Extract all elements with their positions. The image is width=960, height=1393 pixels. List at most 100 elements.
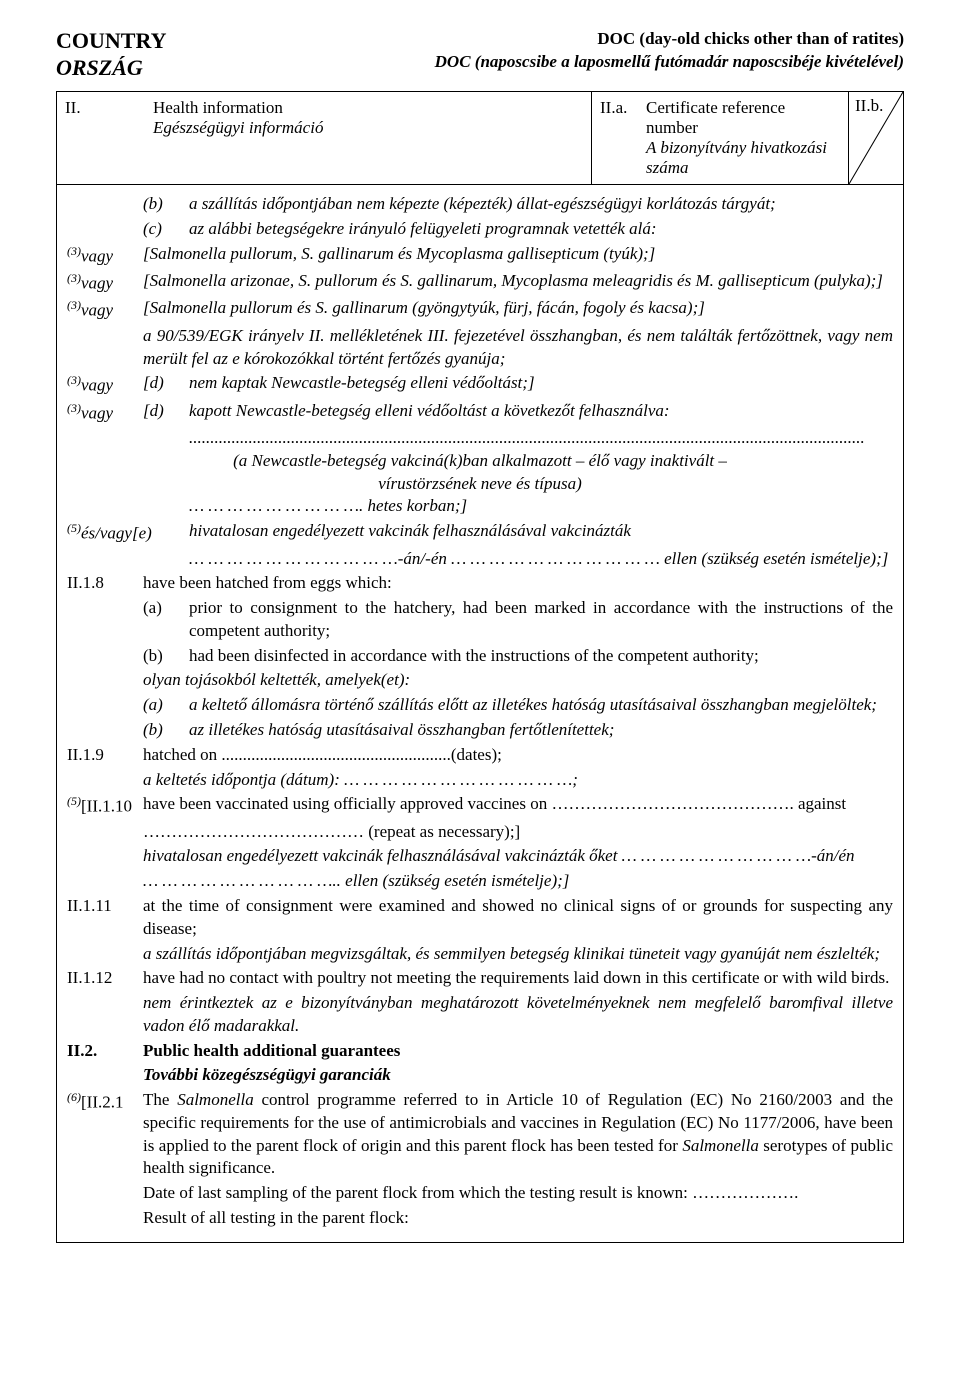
lbl-e: [e) xyxy=(132,524,152,543)
doc-title-hu: DOC (naposcsibe a laposmellű futómadár n… xyxy=(435,51,904,74)
row-ii18-hu-a: (a) a keltető állomásra történő szállítá… xyxy=(67,694,893,717)
health-info-en: Health information xyxy=(153,98,583,118)
vagy-3: vagy xyxy=(81,301,113,320)
cert-ref-text: Certificate reference number A bizonyítv… xyxy=(646,98,840,178)
row-ii19-hu: a keltetés időpontja (dátum): … … … … … … xyxy=(67,769,893,792)
sup-3-4: (3) xyxy=(67,373,81,387)
text-ii111-hu: a szállítás időpontjában megvizsgáltak, … xyxy=(143,943,893,966)
text-ii21-result: Result of all testing in the parent floc… xyxy=(143,1207,893,1230)
lbl-c: (c) xyxy=(143,218,189,241)
vagy-1: vagy xyxy=(81,246,113,265)
lbl-ii112: II.1.12 xyxy=(67,967,143,990)
row-c: (c) az alábbi betegségekre irányuló felü… xyxy=(67,218,893,241)
row-e: (5)és/vagy[e) hivatalosan engedélyezett … xyxy=(67,520,893,545)
vagy-2: vagy xyxy=(81,274,113,293)
certificate-body: (b) a szállítás időpontjában nem képezte… xyxy=(57,185,903,1242)
sup-5-1: (5) xyxy=(67,521,81,535)
vagy-5: vagy xyxy=(81,403,113,422)
lbl-b-1: (b) xyxy=(143,645,189,668)
text-ii2-hu: További közegészségügyi garanciák xyxy=(143,1064,893,1087)
text-ii110-hu1: hivatalosan engedélyezett vakcinák felha… xyxy=(143,845,893,868)
cert-ref-en: Certificate reference number xyxy=(646,98,840,138)
row-ii110-hu2: … … … … … … … … … ….. ellen (szükség ese… xyxy=(67,870,893,893)
row-b: (b) a szállítás időpontjában nem képezte… xyxy=(67,193,893,216)
text-ii112-hu: nem érintkeztek az e bizonyítványban meg… xyxy=(143,992,893,1038)
lbl-ii21: [II.2.1 xyxy=(81,1093,123,1112)
box-col-iib: II.b. xyxy=(848,92,903,184)
text-ii19-en: hatched on .............................… xyxy=(143,744,893,767)
page-header: COUNTRY ORSZÁG DOC (day-old chicks other… xyxy=(56,28,904,83)
row-ii18-b: (b) had been disinfected in accordance w… xyxy=(67,645,893,668)
lbl-ii110: [II.1.10 xyxy=(81,797,132,816)
newcastle-line1: (a Newcastle-betegség vakciná(k)ban alka… xyxy=(67,450,893,473)
text-e-line2: … … … … … … … … … … …-án/-én … … … … … …… xyxy=(67,548,893,571)
lbl-d1: [d) xyxy=(143,372,189,397)
text-ii18-a: prior to consignment to the hatchery, ha… xyxy=(189,597,893,643)
box-col-certref: II.a. Certificate reference number A biz… xyxy=(591,92,848,184)
text-ii18-hu-b: az illetékes hatóság utasításaival összh… xyxy=(189,719,893,742)
row-ii110: (5)[II.1.10 have been vaccinated using o… xyxy=(67,793,893,818)
text-ii2-en: Public health additional guarantees xyxy=(143,1040,893,1063)
row-ii111-hu: a szállítás időpontjában megvizsgáltak, … xyxy=(67,943,893,966)
row-salm1: (3)vagy [Salmonella pullorum, S. gallina… xyxy=(67,243,893,268)
row-ii18-hu-intro: olyan tojásokból keltették, amelyek(et): xyxy=(67,669,893,692)
text-ii18-hu-a: a keltető állomásra történő szállítás el… xyxy=(189,694,893,717)
hetes-line: … … … … … … … … …. hetes korban;] xyxy=(67,495,893,518)
sup-6-1: (6) xyxy=(67,1090,81,1104)
text-ii18-en: have been hatched from eggs which: xyxy=(143,572,893,595)
health-info-hu: Egészségügyi információ xyxy=(153,118,583,138)
orszag-label: ORSZÁG xyxy=(56,54,166,83)
row-ii18-a: (a) prior to consignment to the hatchery… xyxy=(67,597,893,643)
vagy-4: vagy xyxy=(81,376,113,395)
row-ii2: II.2. Public health additional guarantee… xyxy=(67,1040,893,1063)
row-ii112-hu: nem érintkeztek az e bizonyítványban meg… xyxy=(67,992,893,1038)
certificate-box: II. Health information Egészségügyi info… xyxy=(56,91,904,1243)
text-ii18-b: had been disinfected in accordance with … xyxy=(189,645,893,668)
text-ii111-en: at the time of consignment were examined… xyxy=(143,895,893,941)
sup-3-1: (3) xyxy=(67,244,81,258)
lbl-ii19: II.1.9 xyxy=(67,744,143,767)
diagonal-line-icon xyxy=(849,92,903,184)
sup-5-2: (5) xyxy=(67,794,81,808)
lbl-ii2: II.2. xyxy=(67,1040,143,1063)
row-d1: (3)vagy [d) nem kaptak Newcastle-betegsé… xyxy=(67,372,893,397)
text-ii112-en: have had no contact with poultry not mee… xyxy=(143,967,893,990)
row-ii21: (6)[II.2.1 The Salmonella control progra… xyxy=(67,1089,893,1180)
text-ii19-hu: a keltetés időpontja (dátum): … … … … … … xyxy=(143,769,893,792)
lbl-b-2: (b) xyxy=(143,719,189,742)
text-ii110-en2: ………………………………… (repeat as necessary);] xyxy=(143,821,893,844)
text-ii21-date: Date of last sampling of the parent floc… xyxy=(143,1182,893,1205)
text-ii18-hu-intro: olyan tojásokból keltették, amelyek(et): xyxy=(143,669,893,692)
row-ii111: II.1.11 at the time of consignment were … xyxy=(67,895,893,941)
row-ii110-hu1: hivatalosan engedélyezett vakcinák felha… xyxy=(67,845,893,868)
lbl-ii111: II.1.11 xyxy=(67,895,143,941)
header-left: COUNTRY ORSZÁG xyxy=(56,28,166,83)
sup-3-5: (3) xyxy=(67,401,81,415)
country-label: COUNTRY xyxy=(56,28,166,54)
lbl-b: (b) xyxy=(143,193,189,216)
row-ii21-result: Result of all testing in the parent floc… xyxy=(67,1207,893,1230)
row-ii21-date: Date of last sampling of the parent floc… xyxy=(67,1182,893,1205)
newcastle-line2: vírustörzsének neve és típusa) xyxy=(67,473,893,496)
row-salm2: (3)vagy [Salmonella arizonae, S. pulloru… xyxy=(67,270,893,295)
text-e: hivatalosan engedélyezett vakcinák felha… xyxy=(159,520,893,545)
lbl-a-2: (a) xyxy=(143,694,189,717)
box-col-healthinfo: Health information Egészségügyi informác… xyxy=(145,92,591,184)
text-c: az alábbi betegségekre irányuló felügyel… xyxy=(189,218,893,241)
row-ii110-en2: ………………………………… (repeat as necessary);] xyxy=(67,821,893,844)
row-salm3: (3)vagy [Salmonella pullorum és S. galli… xyxy=(67,297,893,322)
text-salm2: [Salmonella arizonae, S. pullorum és S. … xyxy=(143,270,893,295)
dots-line: ........................................… xyxy=(67,427,893,450)
doc-title-en: DOC (day-old chicks other than of ratite… xyxy=(435,28,904,51)
text-salm1: [Salmonella pullorum, S. gallinarum és M… xyxy=(143,243,893,268)
lbl-a-1: (a) xyxy=(143,597,189,643)
row-ii112: II.1.12 have had no contact with poultry… xyxy=(67,967,893,990)
box-col-ii: II. xyxy=(57,92,145,184)
text-ii110-en1: have been vaccinated using officially ap… xyxy=(143,793,893,818)
row-ii18: II.1.8 have been hatched from eggs which… xyxy=(67,572,893,595)
box-header-row: II. Health information Egészségügyi info… xyxy=(57,92,903,185)
lbl-d2: [d) xyxy=(143,400,189,425)
text-ii110-hu2: … … … … … … … … … ….. ellen (szükség ese… xyxy=(143,870,893,893)
text-d2: kapott Newcastle-betegség elleni védőolt… xyxy=(189,400,893,425)
text-d1: nem kaptak Newcastle-betegség elleni véd… xyxy=(189,372,893,397)
